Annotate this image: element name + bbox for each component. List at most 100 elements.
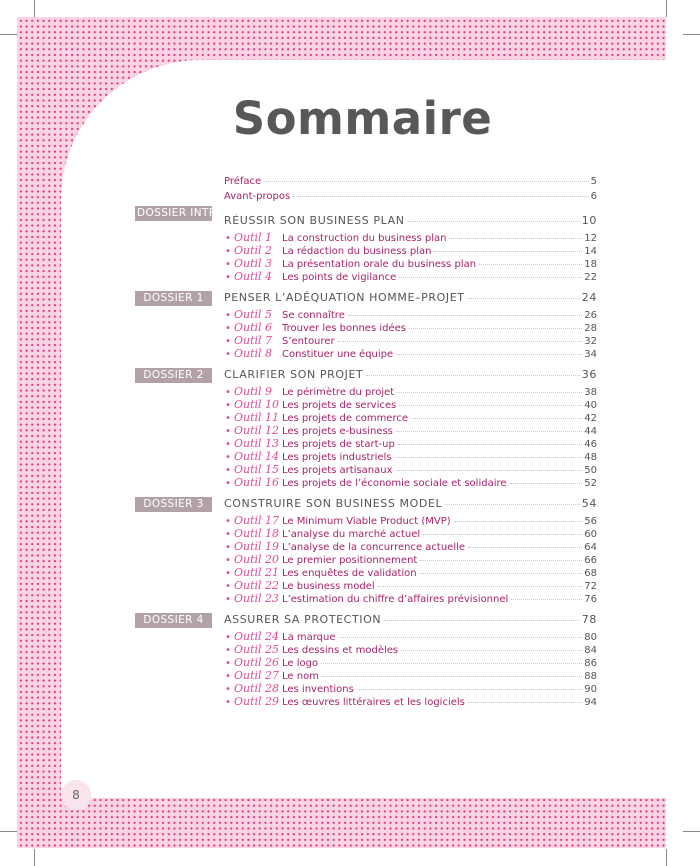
entry-page: 64 [584, 542, 597, 553]
entry-label: L’estimation du chiffre d’affaires prévi… [282, 594, 509, 605]
entry-label: La marque [282, 632, 336, 643]
toc-entry[interactable]: • Outil 4 Les points de vigilance 22 [224, 270, 597, 283]
section-title: CLARIFIER SON PROJET [224, 368, 364, 381]
dot-leader [377, 586, 583, 587]
toc-entry[interactable]: • Outil 22 Le business model 72 [224, 579, 597, 592]
toc-entry[interactable]: • Outil 3 La présentation orale du busines… [224, 257, 597, 270]
outil-label: Outil 8 [234, 347, 273, 360]
toc-entry[interactable]: Avant-propos 6 [224, 191, 597, 206]
bullet-icon: • [225, 658, 231, 669]
entry-label: Le Minimum Viable Product (MVP) [282, 516, 451, 527]
entry-page: 88 [584, 671, 597, 682]
toc-entry[interactable]: • Outil 17 Le Minimum Viable Product (MVP)… [224, 514, 597, 527]
entry-label: Les points de vigilance [282, 272, 397, 283]
dot-leader [396, 354, 583, 355]
toc-entry[interactable]: • Outil 29 Les œuvres littéraires et les l… [224, 695, 597, 708]
toc-entry[interactable]: • Outil 2 La rédaction du business plan 14 [224, 244, 597, 257]
toc-entry[interactable]: • Outil 27 Le nom 88 [224, 669, 597, 682]
entry-page: 26 [584, 310, 597, 321]
toc-entry[interactable]: • Outil 23 L’estimation du chiffre d’affai… [224, 592, 597, 605]
entry-page: 94 [584, 697, 597, 708]
outil-label: Outil 21 [234, 566, 280, 579]
page-number: 8 [61, 780, 91, 810]
dot-leader [395, 431, 583, 432]
toc-entry[interactable]: • Outil 28 Les inventions 90 [224, 682, 597, 695]
entry-page: 28 [584, 323, 597, 334]
toc-entry[interactable]: Préface 5 [224, 176, 597, 191]
toc-entry[interactable]: • Outil 13 Les projets de start-up 46 [224, 437, 597, 450]
section-title: CONSTRUIRE SON BUSINESS MODEL [224, 497, 443, 510]
outil-label: Outil 13 [234, 437, 280, 450]
toc-entry[interactable]: • Outil 24 La marque 80 [224, 630, 597, 643]
crop-mark [666, 849, 667, 866]
toc-entry[interactable]: • Outil 7 S’entourer 32 [224, 334, 597, 347]
section-page: 10 [581, 214, 597, 227]
section-page: 54 [581, 497, 597, 510]
toc-entry[interactable]: • Outil 5 Se connaître 26 [224, 308, 597, 321]
outil-label: Outil 14 [234, 450, 280, 463]
entry-page: 42 [584, 413, 597, 424]
toc-entry[interactable]: • Outil 10 Les projets de services 40 [224, 398, 597, 411]
bullet-icon: • [225, 542, 231, 553]
toc-entry[interactable]: • Outil 26 Le logo 86 [224, 656, 597, 669]
dot-leader [419, 573, 583, 574]
outil-label: Outil 27 [234, 669, 280, 682]
dot-leader [409, 328, 583, 329]
dossier-badge: DOSSIER INTRODUCTIF [135, 206, 267, 221]
dossier-badge: DOSSIER 1 [135, 291, 212, 306]
dossier-badge: DOSSIER 4 [135, 613, 212, 628]
toc-entry[interactable]: • Outil 8 Constituer une équipe 34 [224, 347, 597, 360]
section-heading[interactable]: DOSSIER INTRODUCTIF RÉUSSIR SON BUSINESS … [135, 206, 597, 231]
bullet-icon: • [225, 336, 231, 347]
entry-label: Trouver les bonnes idées [282, 323, 406, 334]
bullet-icon: • [225, 246, 231, 257]
toc-entry[interactable]: • Outil 6 Trouver les bonnes idées 28 [224, 321, 597, 334]
entry-label: La présentation orale du business plan [282, 259, 477, 270]
toc-entry[interactable]: • Outil 25 Les dessins et modèles 84 [224, 643, 597, 656]
section-heading[interactable]: DOSSIER 1 PENSER L’ADÉQUATION HOMME–PROJE… [135, 291, 597, 308]
dot-leader [399, 277, 583, 278]
toc-entry[interactable]: • Outil 12 Les projets e-business 44 [224, 424, 597, 437]
toc-entry[interactable]: • Outil 21 Les enquêtes de validation 68 [224, 566, 597, 579]
bullet-icon: • [225, 581, 231, 592]
toc-entry[interactable]: • Outil 16 Les projets de l’économie socia… [224, 476, 597, 489]
entry-label: Le premier positionnement [282, 555, 418, 566]
section-heading[interactable]: DOSSIER 3 CONSTRUIRE SON BUSINESS MODEL 54 [135, 497, 597, 514]
page-sheet [61, 60, 700, 798]
section-heading[interactable]: DOSSIER 2 CLARIFIER SON PROJET 36 [135, 368, 597, 385]
toc-entry[interactable]: • Outil 14 Les projets industriels 48 [224, 450, 597, 463]
page-title: Sommaire [232, 92, 493, 145]
bullet-icon: • [225, 439, 231, 450]
crop-mark [34, 849, 35, 866]
outil-label: Outil 20 [234, 553, 280, 566]
dot-leader [479, 264, 583, 265]
entry-label: Les dessins et modèles [282, 645, 399, 656]
toc-entry[interactable]: • Outil 1 La construction du business plan… [224, 231, 597, 244]
bullet-icon: • [225, 413, 231, 424]
toc-entry[interactable]: • Outil 20 Le premier positionnement 66 [224, 553, 597, 566]
outil-label: Outil 12 [234, 424, 280, 437]
outil-label: Outil 17 [234, 514, 280, 527]
entry-page: 90 [584, 684, 597, 695]
outil-label: Outil 3 [234, 257, 273, 270]
dot-leader [511, 599, 583, 600]
toc-entry[interactable]: • Outil 15 Les projets artisanaux 50 [224, 463, 597, 476]
bullet-icon: • [225, 671, 231, 682]
entry-label: L’analyse de la concurrence actuelle [282, 542, 466, 553]
section-heading[interactable]: DOSSIER 4 ASSURER SA PROTECTION 78 [135, 613, 597, 630]
outil-label: Outil 18 [234, 527, 280, 540]
bullet-icon: • [225, 272, 231, 283]
dot-leader [509, 483, 583, 484]
bullet-icon: • [225, 349, 231, 360]
entry-label: Avant-propos [224, 191, 291, 202]
entry-label: L’analyse du marché actuel [282, 529, 421, 540]
toc-entry[interactable]: • Outil 11 Les projets de commerce 42 [224, 411, 597, 424]
toc-entry[interactable]: • Outil 19 L’analyse de la concurrence act… [224, 540, 597, 553]
toc-entry[interactable]: • Outil 18 L’analyse du marché actuel 60 [224, 527, 597, 540]
toc-entry[interactable]: • Outil 9 Le périmètre du projet 38 [224, 385, 597, 398]
dot-leader [411, 418, 583, 419]
entry-page: 5 [590, 176, 597, 187]
entry-label: Les projets e-business [282, 426, 393, 437]
bullet-icon: • [225, 478, 231, 489]
outil-label: Outil 23 [234, 592, 280, 605]
